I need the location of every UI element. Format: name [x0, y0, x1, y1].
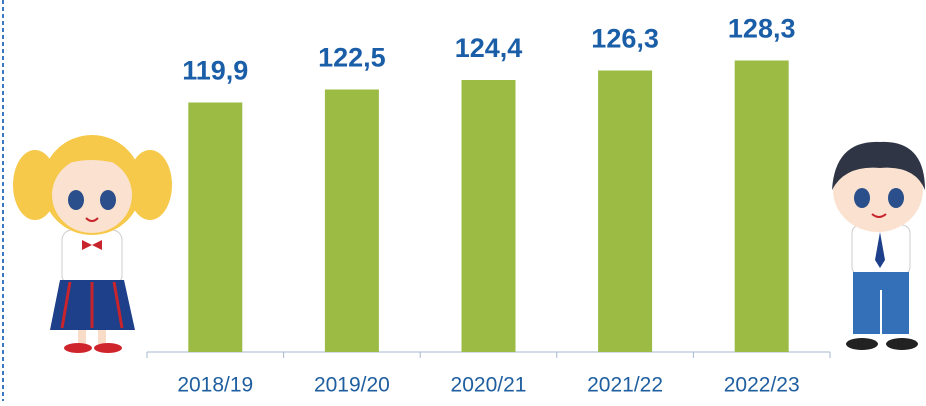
- chart: 119,9 2018/19 122,5 2019/20 124,4 2020/21 126,…: [0, 0, 926, 401]
- x-tick-label: 2022/23: [724, 374, 800, 397]
- bar: [462, 80, 516, 352]
- value-label: 126,3: [591, 24, 659, 54]
- girl-illustration: [13, 135, 172, 353]
- x-tick-label: 2021/22: [587, 374, 663, 397]
- value-label: 128,3: [728, 14, 796, 44]
- bar: [598, 71, 652, 353]
- bar: [735, 61, 789, 353]
- boy-illustration: [832, 142, 925, 350]
- x-tick-label: 2020/21: [451, 374, 527, 397]
- value-label: 124,4: [455, 33, 523, 63]
- bar: [188, 103, 242, 353]
- x-tick-label: 2019/20: [314, 374, 390, 397]
- x-tick-label: 2018/19: [177, 374, 253, 397]
- value-label: 122,5: [318, 43, 386, 73]
- value-label: 119,9: [182, 56, 248, 86]
- bar: [325, 90, 379, 353]
